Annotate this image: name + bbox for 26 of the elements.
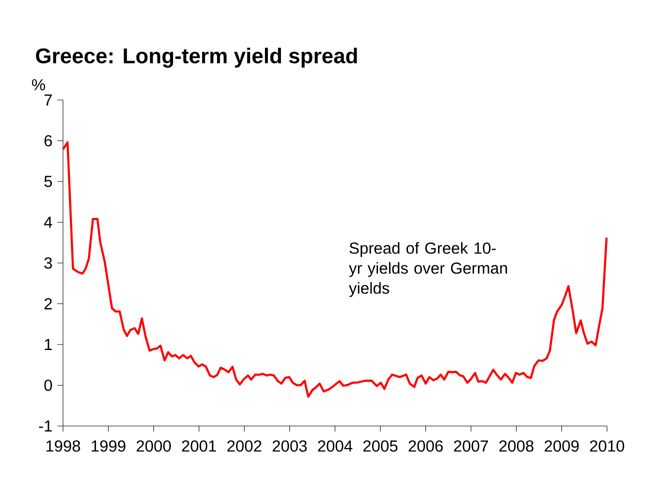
x-tick-label: 1998	[46, 440, 80, 452]
y-tick-label: 7	[44, 94, 52, 106]
x-tick-label: 2007	[454, 440, 488, 452]
x-tick-label: 1999	[92, 440, 126, 452]
x-tick-label: 2005	[363, 440, 398, 452]
y-tick-label: 1	[44, 338, 52, 350]
x-tick-label: 2004	[318, 440, 352, 452]
x-tick-label: 2002	[227, 440, 262, 452]
x-tick-label: 2003	[272, 440, 307, 452]
x-tick-label: 2001	[182, 440, 216, 452]
y-tick-label: 4	[44, 216, 52, 228]
x-tick-label: 2008	[499, 440, 534, 452]
x-tick-label: 2006	[408, 440, 443, 452]
x-tick-label: 2000	[136, 440, 171, 452]
y-tick-label: 3	[44, 257, 52, 269]
y-tick-label: 0	[44, 380, 52, 391]
line-series	[62, 141, 608, 398]
annotation: Spread of Greek 10-yr yields over German yields	[348, 242, 507, 297]
chart-title: Greece: Long-term yield spread	[36, 48, 357, 68]
y-tick-label: 6	[44, 135, 52, 146]
y-axis-title: %	[32, 79, 46, 90]
y-tick-label: -1	[39, 420, 52, 432]
y-tick-label: 2	[44, 298, 52, 310]
y-tick-label: 5	[44, 176, 52, 188]
x-tick-label: 2010	[590, 440, 624, 452]
x-tick-label: 2009	[544, 440, 579, 452]
